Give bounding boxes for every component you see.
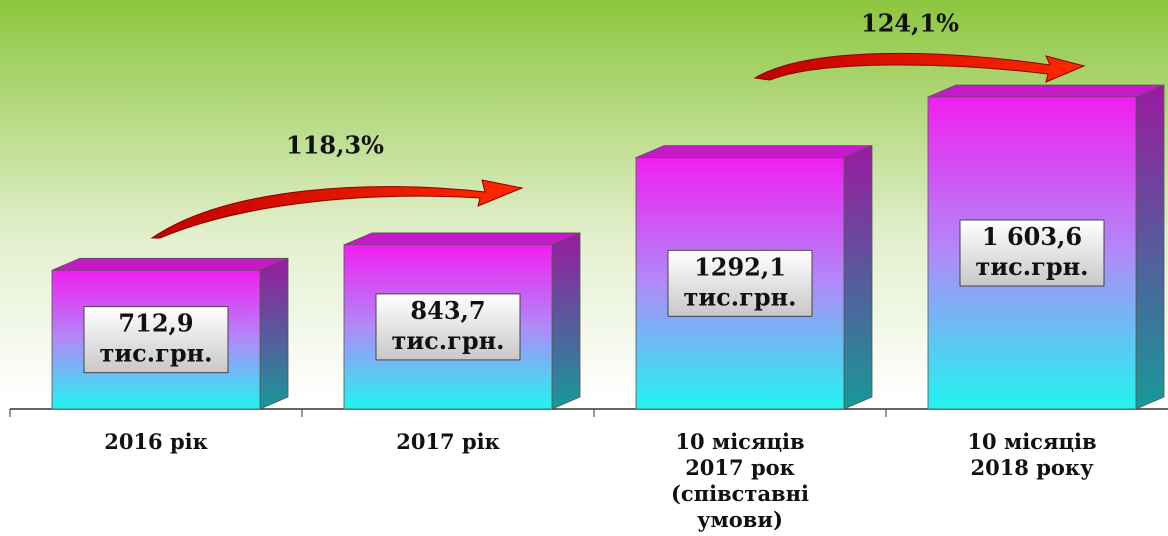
value-label: 712,9 тис.грн.: [99, 308, 212, 367]
x-tick-label-line: 2017 рік: [396, 429, 500, 454]
value-label-line: тис.грн.: [975, 252, 1088, 281]
x-tick-label-line: 2018 року: [970, 455, 1094, 480]
bar-top: [343, 232, 581, 246]
value-label-line: 1 603,6: [982, 222, 1082, 251]
value-label-box: [667, 249, 813, 317]
annotation: 124,1%: [861, 9, 959, 38]
x-tick-label-line: 2017 рок: [685, 455, 795, 480]
value-label: 1 603,6 тис.грн.: [975, 222, 1088, 281]
bar-side: [259, 257, 289, 410]
value-label-line: 843,7: [410, 295, 485, 324]
x-tick-label: 2017 рік: [396, 429, 500, 454]
bar-side: [551, 232, 581, 410]
value-label-box: [959, 219, 1105, 287]
x-tick-label-line: умови): [697, 507, 783, 532]
growth-arrow: [753, 52, 1086, 83]
bar-top: [51, 257, 289, 271]
x-tick-label: 2016 рік: [104, 429, 208, 454]
annotation: 118,3%: [286, 131, 384, 160]
value-label-line: 712,9: [118, 308, 193, 337]
x-tick-label: 10 місяців 2018 року: [967, 429, 1096, 480]
value-label-line: тис.грн.: [99, 338, 212, 367]
x-tick-label-line: (співставні: [671, 481, 809, 506]
value-label: 1292,1 тис.грн.: [683, 252, 796, 311]
x-tick-label-line: 10 місяців: [675, 429, 804, 454]
x-tick-label: 10 місяців 2017 рок (співставні умови): [671, 429, 809, 532]
value-label-line: 1292,1: [694, 252, 786, 281]
value-label: 843,7 тис.грн.: [391, 295, 504, 354]
value-label-line: тис.грн.: [391, 325, 504, 354]
bar-side: [843, 144, 873, 410]
bar-top: [635, 145, 873, 159]
value-label-line: тис.грн.: [683, 282, 796, 311]
bar-side: [1135, 84, 1165, 410]
x-tick-label-line: 2016 рік: [104, 429, 208, 454]
growth-arrow: [150, 179, 524, 239]
x-tick-label-line: 10 місяців: [967, 429, 1096, 454]
bar-top: [927, 84, 1165, 98]
value-label-box: [375, 293, 521, 361]
value-label-box: [83, 306, 229, 374]
